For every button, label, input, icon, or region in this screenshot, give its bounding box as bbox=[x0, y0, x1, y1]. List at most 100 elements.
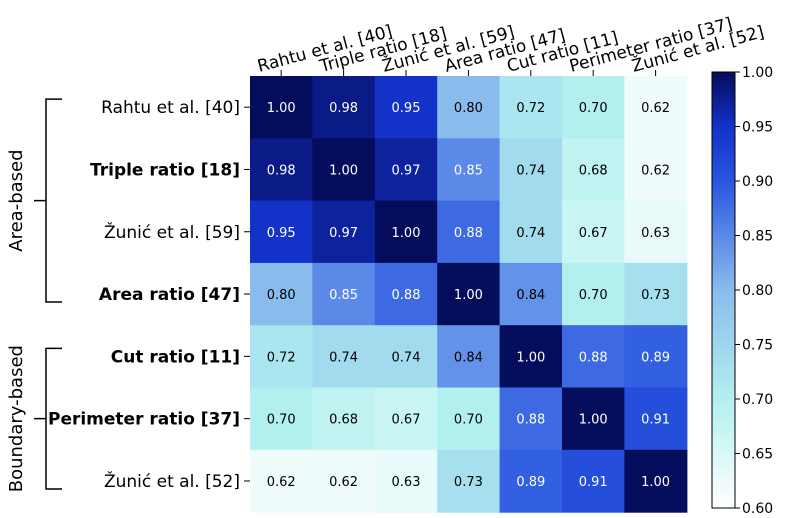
group-label: Boundary-based bbox=[6, 345, 27, 492]
cell-value-label: 0.88 bbox=[516, 413, 545, 428]
heatmap-cell bbox=[437, 262, 501, 326]
cell-value-label: 0.62 bbox=[641, 101, 670, 116]
cell-value-label: 0.73 bbox=[641, 288, 670, 303]
heatmap-cell bbox=[437, 200, 501, 264]
heatmap-cell bbox=[250, 325, 313, 389]
cell-value-label: 0.85 bbox=[329, 288, 358, 303]
heatmap-cell bbox=[499, 262, 563, 326]
row-label: Area ratio [47] bbox=[99, 285, 240, 305]
cell-value-label: 0.88 bbox=[454, 226, 483, 241]
heatmap-cell bbox=[312, 138, 376, 202]
cell-value-label: 0.62 bbox=[641, 163, 670, 178]
cell-value-label: 0.85 bbox=[454, 163, 483, 178]
cell-value-label: 0.63 bbox=[641, 226, 670, 241]
colorbar-tick-label: 0.95 bbox=[742, 120, 773, 136]
heatmap-cell bbox=[250, 138, 313, 202]
heatmap-cell bbox=[374, 200, 438, 264]
cell-value-label: 0.63 bbox=[392, 475, 421, 490]
row-label: Cut ratio [11] bbox=[111, 347, 240, 367]
cell-value-label: 0.70 bbox=[579, 288, 608, 303]
cell-value-label: 0.95 bbox=[392, 101, 421, 116]
cell-value-label: 0.88 bbox=[392, 288, 421, 303]
colorbar-tick-label: 0.90 bbox=[742, 174, 773, 190]
colorbar-tick-label: 0.80 bbox=[742, 283, 773, 299]
cell-value-label: 0.62 bbox=[267, 475, 296, 490]
cell-value-label: 0.70 bbox=[579, 101, 608, 116]
row-label: Žunić et al. [59] bbox=[104, 221, 240, 243]
cell-value-label: 0.84 bbox=[454, 350, 483, 365]
row-label: Rahtu et al. [40] bbox=[101, 98, 240, 118]
colorbar-tick-label: 0.70 bbox=[742, 392, 773, 408]
cell-value-label: 0.74 bbox=[516, 226, 545, 241]
heatmap-cell bbox=[374, 76, 438, 139]
heatmap-cell bbox=[312, 200, 376, 264]
cell-value-label: 1.00 bbox=[267, 101, 296, 116]
cell-value-label: 0.98 bbox=[329, 101, 358, 116]
heatmap-cell bbox=[374, 449, 438, 513]
colorbar-gradient bbox=[711, 71, 736, 509]
cell-value-label: 0.74 bbox=[516, 163, 545, 178]
group-bracket bbox=[34, 347, 62, 490]
heatmap-cell bbox=[374, 138, 438, 202]
cell-value-label: 0.62 bbox=[329, 475, 358, 490]
cell-value-label: 0.89 bbox=[516, 475, 545, 490]
heatmap-cell bbox=[624, 138, 688, 202]
heatmap-cell bbox=[250, 200, 313, 264]
row-label: Triple ratio [18] bbox=[90, 160, 240, 180]
cell-value-label: 0.80 bbox=[267, 288, 296, 303]
cell-value-label: 1.00 bbox=[516, 350, 545, 365]
cell-value-label: 0.84 bbox=[516, 288, 545, 303]
heatmap-cell bbox=[374, 262, 438, 326]
colorbar-tick-label: 0.75 bbox=[742, 338, 773, 354]
heatmap-cell bbox=[437, 76, 501, 139]
colorbar-tick-label: 0.65 bbox=[742, 447, 773, 463]
heatmap-cell bbox=[499, 387, 563, 451]
heatmap-cell bbox=[312, 76, 376, 139]
heatmap-cell bbox=[624, 200, 688, 264]
cell-value-label: 1.00 bbox=[454, 288, 483, 303]
colorbar-tick-label: 0.85 bbox=[742, 229, 773, 245]
group-label: Area-based bbox=[6, 149, 27, 251]
cell-value-label: 0.74 bbox=[329, 350, 358, 365]
cell-value-label: 0.89 bbox=[641, 350, 670, 365]
heatmap-cell bbox=[562, 138, 625, 202]
heatmap-cell bbox=[562, 200, 625, 264]
cell-value-label: 0.97 bbox=[392, 163, 421, 178]
row-label: Žunić et al. [52] bbox=[104, 470, 240, 492]
colorbar-tick-label: 0.60 bbox=[742, 501, 773, 517]
group-brackets: Area-based Boundary-based bbox=[6, 98, 62, 492]
cell-value-label: 0.73 bbox=[454, 475, 483, 490]
heatmap-cell bbox=[437, 138, 501, 202]
heatmap-cell bbox=[499, 138, 563, 202]
cell-value-label: 0.91 bbox=[641, 413, 670, 428]
heatmap-cell bbox=[312, 387, 376, 451]
heatmap-cell bbox=[624, 76, 688, 139]
heatmap-cell bbox=[312, 262, 376, 326]
heatmap-cell bbox=[312, 449, 376, 513]
heatmap-cell bbox=[624, 325, 688, 389]
cell-value-label: 0.67 bbox=[392, 413, 421, 428]
cell-value-label: 1.00 bbox=[392, 226, 421, 241]
cell-value-label: 0.97 bbox=[329, 226, 358, 241]
cell-value-label: 1.00 bbox=[579, 413, 608, 428]
row-label: Perimeter ratio [37] bbox=[48, 410, 240, 430]
heatmap-cell bbox=[624, 262, 688, 326]
cell-value-label: 0.80 bbox=[454, 101, 483, 116]
heatmap-cell bbox=[499, 449, 563, 513]
colorbar: 1.00 0.95 0.90 0.85 0.80 0.75 0.70 0.65 0.60 bbox=[711, 65, 773, 517]
heatmap-cell bbox=[499, 325, 563, 389]
cell-value-label: 0.74 bbox=[392, 350, 421, 365]
heatmap-cells: 1.00 0.98 0.95 0.80 0.72 0.70 0.62 0.98 1.00 0.97… bbox=[250, 76, 688, 513]
heatmap-cell bbox=[437, 387, 501, 451]
cell-value-label: 0.72 bbox=[516, 101, 545, 116]
cell-value-label: 0.95 bbox=[267, 226, 296, 241]
cell-value-label: 0.98 bbox=[267, 163, 296, 178]
heatmap-cell bbox=[250, 76, 313, 139]
cell-value-label: 0.72 bbox=[267, 350, 296, 365]
heatmap-cell bbox=[499, 76, 563, 139]
row-labels: Rahtu et al. [40] Triple ratio [18] Žunić … bbox=[48, 98, 250, 492]
heatmap-cell bbox=[250, 262, 313, 326]
heatmap-cell bbox=[562, 325, 625, 389]
heatmap-cell bbox=[437, 449, 501, 513]
group-bracket bbox=[34, 98, 62, 303]
